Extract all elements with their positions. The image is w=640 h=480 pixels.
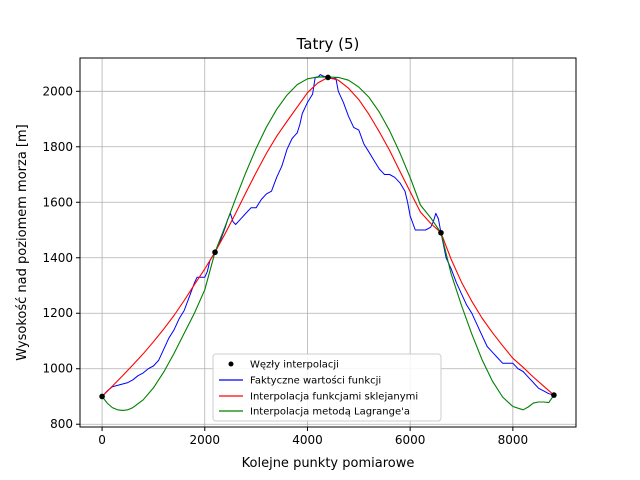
plot-area-frame <box>79 57 577 428</box>
legend-label-actual: Faktyczne wartości funkcji <box>250 375 381 387</box>
legend-label-nodes: Węzły interpolacji <box>250 360 339 371</box>
interpolation-node-point <box>325 74 331 81</box>
chart-legend: Węzły interpolacji Faktyczne wartości fu… <box>212 353 442 422</box>
interpolation-node-point <box>99 393 105 400</box>
interpolation-node-point <box>551 392 557 398</box>
x-axis-label: Kolejne punkty pomiarowe <box>242 456 415 471</box>
x-tick-label: 6000 <box>395 433 426 447</box>
interpolation-node-point <box>438 229 444 236</box>
y-axis-label: Wysokość nad poziomem morza [m] <box>15 124 30 360</box>
y-tick-label: 2000 <box>42 84 73 98</box>
legend-label-lagrange: Interpolacja metodą Lagrange'a <box>250 407 410 418</box>
plot-series <box>99 74 557 411</box>
axis-ticks: 0 2000 4000 6000 8000 800 1000 1200 1400 1600 1800… <box>42 84 528 447</box>
y-tick-label: 1400 <box>42 251 73 265</box>
y-tick-label: 1000 <box>42 362 73 376</box>
chart-title: Tatry (5) <box>296 35 360 53</box>
grid-lines <box>80 58 576 427</box>
y-tick-label: 1600 <box>42 195 73 209</box>
interpolation-node-point <box>212 249 218 256</box>
x-tick-label: 2000 <box>189 433 220 447</box>
legend-label-spline: Interpolacja funkcjami sklejanymi <box>250 392 418 403</box>
y-tick-label: 1800 <box>42 140 73 154</box>
x-tick-label: 4000 <box>292 433 323 447</box>
legend-box <box>212 353 442 422</box>
x-tick-label: 8000 <box>498 433 529 447</box>
y-tick-label: 800 <box>50 417 73 431</box>
x-tick-label: 0 <box>98 433 106 447</box>
y-tick-label: 1200 <box>42 306 73 320</box>
legend-marker-nodes <box>228 361 234 367</box>
